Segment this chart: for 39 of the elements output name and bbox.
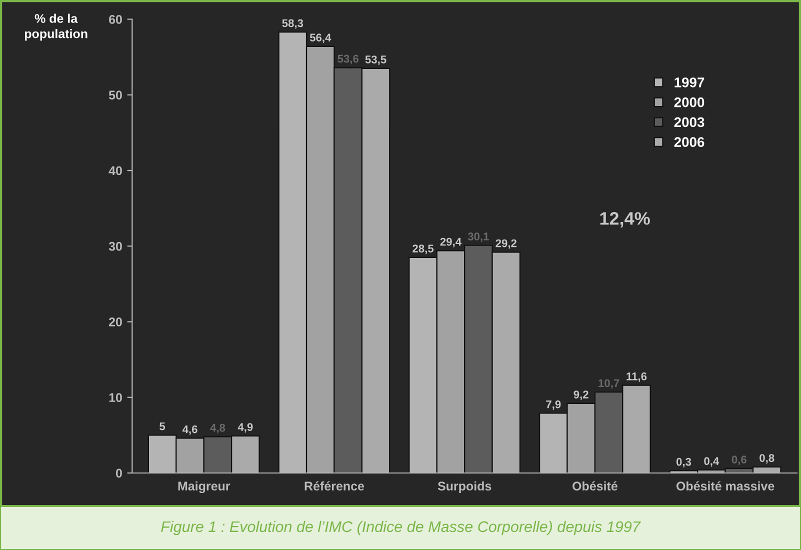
data-label: 11,6 <box>626 372 647 382</box>
y-tick-label: 0 <box>116 468 122 478</box>
data-label: 10,7 <box>598 379 620 389</box>
data-label: 28,5 <box>412 244 434 254</box>
data-label: 4,9 <box>238 423 253 433</box>
legend-label: 2000 <box>674 97 704 108</box>
data-label: 53,6 <box>338 54 358 64</box>
data-label: 9,2 <box>574 390 588 400</box>
data-label: 0,6 <box>732 456 746 466</box>
data-label: 29,2 <box>496 239 516 249</box>
y-tick-label: 20 <box>108 318 122 326</box>
data-label: 4,8 <box>210 424 226 434</box>
x-tick-label: Obésité massive <box>676 481 774 491</box>
y-axis-title: % de la population <box>24 14 88 41</box>
data-label: 4,6 <box>182 425 198 435</box>
data-label: 0,4 <box>704 457 720 467</box>
data-label: 56,4 <box>310 34 332 44</box>
data-label: 53,5 <box>365 56 386 66</box>
x-tick-label: Obésité <box>572 481 618 491</box>
legend-label: 2003 <box>674 117 704 128</box>
data-label: 29,4 <box>440 238 462 248</box>
y-tick-label: 50 <box>108 90 122 100</box>
x-tick-label: Référence <box>304 481 364 491</box>
y-tick-label: 60 <box>108 15 122 24</box>
x-tick-label: Maigreur <box>178 481 230 494</box>
y-tick-label: 10 <box>109 393 122 402</box>
data-label: 5 <box>160 422 166 430</box>
data-label: 0,3 <box>676 458 692 468</box>
y-tick-label: 40 <box>108 166 122 176</box>
annotation: 12,4% <box>600 212 650 228</box>
legend-label: 1997 <box>674 77 704 88</box>
y-tick-label: 30 <box>108 242 122 251</box>
data-label: 58,3 <box>282 19 304 29</box>
legend-label: 2006 <box>674 137 704 147</box>
x-tick-label: Surpoids <box>438 481 492 493</box>
data-label: 0,8 <box>760 454 774 464</box>
data-label: 30,1 <box>468 232 489 242</box>
caption: Figure 1 : Evolution de l’IMC (Indice de Masse Corporelle) depuis 1997 <box>161 520 641 536</box>
data-label: 7,9 <box>546 400 561 410</box>
